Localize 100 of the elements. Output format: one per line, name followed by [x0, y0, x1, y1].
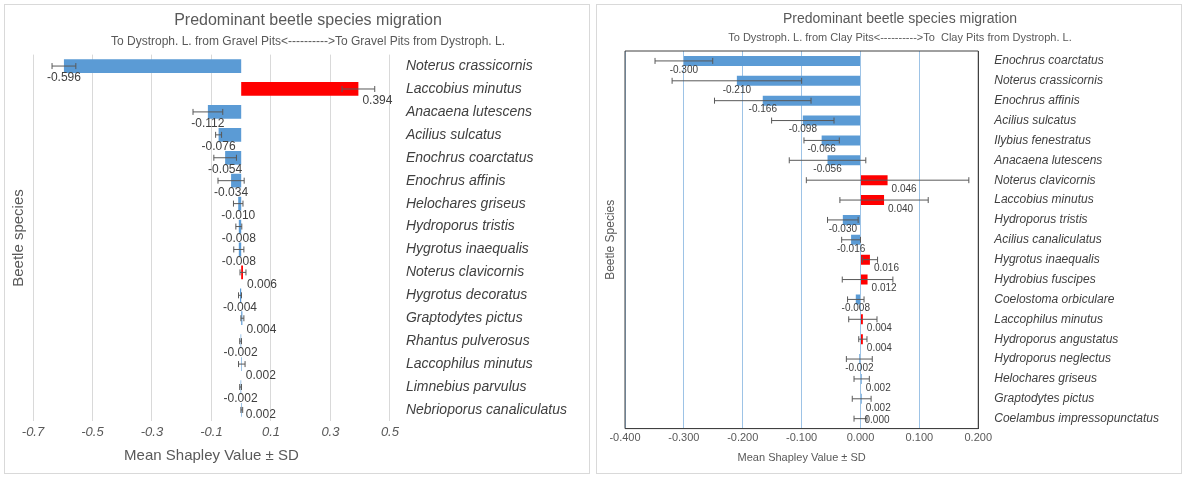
data-label: 0.002: [865, 401, 892, 413]
data-label: 0.016: [873, 262, 900, 274]
x-tick-label: 0.100: [905, 431, 934, 444]
y-tick-label: Laccophilus minutus: [405, 354, 533, 371]
data-label: -0.098: [788, 123, 818, 135]
data-label: 0.046: [891, 182, 918, 194]
x-tick-label: 0.5: [380, 423, 400, 439]
data-label: -0.076: [201, 139, 236, 154]
data-label: -0.066: [807, 143, 837, 155]
x-axis-title: Mean Shapley Value ± SD: [124, 446, 299, 464]
data-label: -0.030: [828, 222, 858, 234]
chart-subtitle: To Dystroph. L. from Clay Pits<---------->To Clay Pits from Dystroph. L.: [728, 31, 1072, 44]
bar: [762, 95, 860, 106]
data-label: -0.016: [836, 242, 866, 254]
chart-subtitle: To Dystroph. L. from Gravel Pits<---------->To Gravel Pits from Dystroph. L.: [110, 33, 506, 48]
y-tick-label: Laccobius minutus: [405, 79, 522, 96]
data-label: -0.008: [221, 253, 257, 268]
data-label: 0.004: [246, 322, 277, 337]
y-tick-label: Nebrioporus canaliculatus: [405, 400, 567, 417]
y-tick-label: Helochares griseus: [405, 194, 526, 211]
y-tick-label: Hydrobius fuscipes: [994, 271, 1096, 286]
data-label: -0.056: [813, 163, 843, 175]
data-label: 0.040: [888, 202, 914, 214]
y-tick-label: Hygrotus inaequalis: [994, 252, 1100, 267]
y-axis-title: Beetle Species: [603, 199, 618, 280]
data-label: -0.210: [722, 83, 752, 95]
data-label: 0.002: [865, 381, 892, 393]
data-label: -0.008: [841, 302, 871, 314]
y-tick-label: Ilybius fenestratus: [994, 132, 1091, 147]
x-tick-label: -0.400: [609, 431, 641, 444]
data-label: -0.034: [214, 184, 249, 199]
y-tick-label: Hygrotus inaequalis: [405, 240, 529, 257]
y-tick-label: Enochrus coarctatus: [405, 148, 534, 165]
y-tick-label: Acilius sulcatus: [993, 112, 1077, 127]
bar: [861, 175, 888, 186]
bar: [736, 75, 860, 86]
data-label: 0.394: [362, 93, 393, 108]
y-tick-label: Noterus clavicornis: [405, 263, 525, 280]
chart-title: Predominant beetle species migration: [174, 11, 442, 29]
x-tick-label: 0.3: [321, 423, 341, 439]
data-label: 0.004: [866, 341, 893, 353]
x-tick-label: -0.300: [668, 431, 700, 444]
y-axis-title: Beetle species: [9, 189, 27, 287]
y-tick-label: Hydroporus angustatus: [994, 331, 1119, 346]
y-tick-label: Rhantus pulverosus: [405, 332, 530, 349]
y-tick-label: Noterus clavicornis: [994, 172, 1096, 187]
data-label: 0.006: [246, 276, 278, 291]
chart-title: Predominant beetle species migration: [782, 10, 1018, 27]
y-tick-label: Laccophilus minutus: [994, 311, 1103, 326]
x-tick-label: -0.7: [21, 423, 45, 439]
bar: [63, 59, 242, 73]
y-tick-label: Noterus crassicornis: [994, 73, 1103, 88]
data-label: -0.002: [223, 391, 258, 406]
data-label: -0.112: [191, 116, 225, 131]
data-label: -0.596: [46, 70, 82, 85]
y-tick-label: Coelambus impressopunctatus: [994, 411, 1159, 426]
y-tick-label: Helochares griseus: [994, 371, 1097, 386]
y-tick-label: Limnebius parvulus: [405, 377, 527, 394]
y-tick-label: Acilius canaliculatus: [993, 232, 1102, 247]
y-tick-label: Anacaena lutescens: [993, 152, 1103, 167]
data-label: -0.166: [748, 103, 778, 115]
bar: [821, 135, 860, 146]
data-label: -0.010: [221, 207, 256, 222]
bar: [241, 82, 359, 96]
data-label: -0.002: [223, 345, 258, 360]
y-tick-label: Coelostoma orbiculare: [994, 291, 1115, 306]
bar: [861, 274, 868, 285]
y-tick-label: Hydroporus neglectus: [994, 351, 1111, 366]
x-tick-label: -0.3: [140, 423, 164, 439]
data-label: 0.004: [866, 322, 893, 334]
data-label: 0.002: [245, 368, 277, 383]
bar: [207, 105, 242, 119]
y-tick-label: Enochrus coarctatus: [994, 53, 1104, 68]
y-tick-label: Hydroporus tristis: [994, 212, 1088, 227]
x-tick-label: -0.200: [727, 431, 759, 444]
y-tick-label: Enochrus affinis: [405, 171, 506, 188]
data-label: -0.002: [845, 361, 874, 373]
data-label: -0.054: [208, 161, 243, 176]
data-label: -0.008: [221, 230, 257, 245]
y-tick-label: Graptodytes pictus: [994, 391, 1095, 406]
x-axis-title: Mean Shapley Value ± SD: [737, 451, 866, 464]
data-label: -0.004: [222, 299, 258, 314]
y-tick-label: Laccobius minutus: [994, 192, 1094, 207]
y-tick-label: Enochrus affinis: [994, 93, 1080, 108]
x-tick-label: 0.000: [846, 431, 875, 444]
x-tick-label: -0.100: [786, 431, 818, 444]
y-tick-label: Graptodytes pictus: [405, 309, 523, 326]
bar: [683, 55, 860, 66]
data-label: 0.012: [871, 282, 898, 294]
x-tick-label: -0.5: [81, 423, 105, 439]
y-tick-label: Hydroporus tristis: [405, 217, 515, 234]
x-tick-label: 0.200: [964, 431, 993, 444]
y-tick-label: Hygrotus decoratus: [405, 286, 528, 303]
data-label: -0.300: [669, 63, 699, 75]
y-tick-label: Anacaena lutescens: [404, 102, 532, 119]
data-label: 0.000: [864, 414, 890, 426]
x-tick-label: 0.1: [261, 423, 280, 439]
x-tick-label: -0.1: [200, 423, 223, 439]
y-tick-label: Acilius sulcatus: [404, 125, 502, 142]
data-label: 0.002: [245, 406, 277, 421]
